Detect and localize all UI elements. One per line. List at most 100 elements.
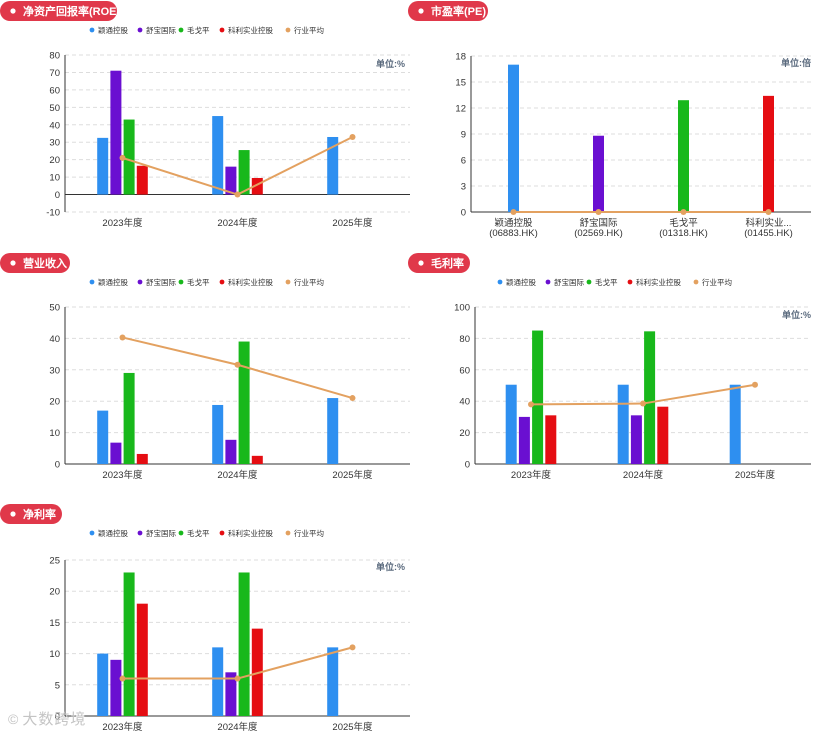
x-tick-label-line: 2024年度 <box>217 721 258 733</box>
bar <box>593 135 604 212</box>
x-tick-label: 科利实业... (01455.HK) <box>744 217 793 239</box>
legend-label: 行业平均 <box>294 528 324 538</box>
legend-marker-icon <box>586 279 592 285</box>
x-tick-label-line: 2025年度 <box>332 217 373 229</box>
y-tick-label: 15 <box>49 618 60 629</box>
legend-marker-icon <box>178 279 184 285</box>
x-tick-label: 2025年度 <box>332 721 373 733</box>
legend-label: 颖通控股 <box>506 277 536 287</box>
legend-label: 行业平均 <box>702 277 732 287</box>
y-tick-label: 40 <box>459 397 470 408</box>
bar <box>212 116 224 195</box>
bar <box>136 453 148 464</box>
bar <box>518 416 530 464</box>
y-tick-label: 18 <box>455 52 466 63</box>
bar <box>644 331 656 464</box>
bar <box>505 384 517 464</box>
legend-marker-icon <box>137 27 143 33</box>
industry-average-series <box>528 381 758 408</box>
revenue-chart-panel: 营业收入 颖通控股 舒宝国际 毛戈平 科利实业控股 行业平均 0 10 20 30 40 50 2023… <box>0 252 415 484</box>
legend-label: 舒宝国际 <box>146 25 176 35</box>
y-tick-label: 80 <box>49 51 60 62</box>
bars <box>505 330 741 464</box>
industry-average-series <box>119 133 356 198</box>
legend-marker-icon <box>178 530 184 536</box>
industry-average-point <box>510 209 517 215</box>
bar <box>123 572 135 716</box>
y-tick-label: 30 <box>49 365 60 376</box>
bar <box>251 177 263 195</box>
x-tick-label: 2024年度 <box>217 721 258 733</box>
chart-legend: 颖通控股 舒宝国际 毛戈平 科利实业控股 行业平均 <box>497 277 732 287</box>
y-tick-label: 40 <box>49 120 60 131</box>
bar <box>136 165 148 195</box>
unit-label: 单位:% <box>782 309 811 320</box>
title-pill-background <box>0 1 117 21</box>
legend-label: 科利实业控股 <box>228 277 273 287</box>
watermark: © 大数跨境 <box>8 708 86 729</box>
x-tick-label-line: 舒宝国际 <box>579 217 618 229</box>
bar <box>123 372 135 464</box>
bars <box>508 64 774 213</box>
y-axis: 0 5 10 15 20 25 <box>49 556 410 723</box>
chart-title: 净利率 <box>23 507 56 521</box>
x-tick-label: 2024年度 <box>217 217 258 229</box>
industry-average-point <box>680 209 687 215</box>
pe-chart-panel: 市盈率(PE) 单位:倍 0 3 6 9 12 15 18 颖通控股(06883.HK) 舒宝国际(… <box>408 0 819 245</box>
gross-margin-chart-panel: 毛利率 颖通控股 舒宝国际 毛戈平 科利实业控股 行业平均 单位:% 0 20 40 60 80 100… <box>408 252 819 484</box>
title-pill-background <box>408 1 488 21</box>
x-tick-label: 2025年度 <box>735 469 776 481</box>
unit-label: 单位:% <box>376 58 405 69</box>
legend-marker-icon <box>219 27 225 33</box>
x-tick-label-line: 科利实业... <box>746 217 792 229</box>
y-tick-label: 0 <box>55 460 60 471</box>
bullet-dot-icon <box>10 260 16 266</box>
y-tick-label: 60 <box>459 365 470 376</box>
x-tick-label-line: (02569.HK) <box>574 228 623 239</box>
bars <box>97 70 339 195</box>
legend-marker-icon <box>137 530 143 536</box>
y-tick-label: 15 <box>455 78 466 89</box>
y-tick-label: 50 <box>49 103 60 114</box>
bar <box>327 647 339 716</box>
x-tick-label: 2025年度 <box>332 217 373 229</box>
title-pill-background <box>0 253 70 273</box>
x-axis: 颖通控股(06883.HK) 舒宝国际(02569.HK) 毛戈平(01318.HK… <box>489 217 793 239</box>
legend-marker-icon <box>285 27 291 33</box>
industry-average-point <box>349 644 356 651</box>
chart-legend: 颖通控股 舒宝国际 毛戈平 科利实业控股 行业平均 <box>89 528 324 538</box>
roe-chart-panel: 净资产回报率(ROE) 颖通控股 舒宝国际 毛戈平 科利实业控股 行业平均 单位:% -10 0… <box>0 0 415 235</box>
y-tick-label: 25 <box>49 556 60 567</box>
legend-marker-icon <box>285 279 291 285</box>
title-pill-background <box>408 253 470 273</box>
legend-label: 科利实业控股 <box>636 277 681 287</box>
x-tick-label: 颖通控股(06883.HK) <box>489 217 538 239</box>
y-tick-label: 5 <box>55 680 60 691</box>
x-tick-label-line: 2024年度 <box>217 217 258 229</box>
legend-label: 科利实业控股 <box>228 528 273 538</box>
bar <box>327 398 339 464</box>
legend-label: 行业平均 <box>294 25 324 35</box>
bar <box>763 95 774 212</box>
bullet-dot-icon <box>10 8 16 14</box>
bars <box>97 341 339 464</box>
y-tick-label: 0 <box>465 460 470 471</box>
bar <box>225 672 237 716</box>
bar <box>225 439 237 464</box>
industry-average-point <box>119 334 126 341</box>
title-pill-background <box>0 504 62 524</box>
chart-title-pill: 营业收入 <box>0 253 70 273</box>
bar <box>110 442 122 464</box>
industry-average-point <box>119 675 126 682</box>
industry-average-point <box>752 381 758 388</box>
unit-label: 单位:倍 <box>781 57 811 68</box>
y-tick-label: 20 <box>459 428 470 439</box>
chart-title: 营业收入 <box>23 256 67 270</box>
watermark-text: 大数跨境 <box>22 711 87 728</box>
bar <box>97 410 109 464</box>
bar <box>97 137 109 195</box>
legend-marker-icon <box>137 279 143 285</box>
chart-title: 净资产回报率(ROE) <box>23 4 120 18</box>
x-tick-label: 2023年度 <box>102 217 143 229</box>
